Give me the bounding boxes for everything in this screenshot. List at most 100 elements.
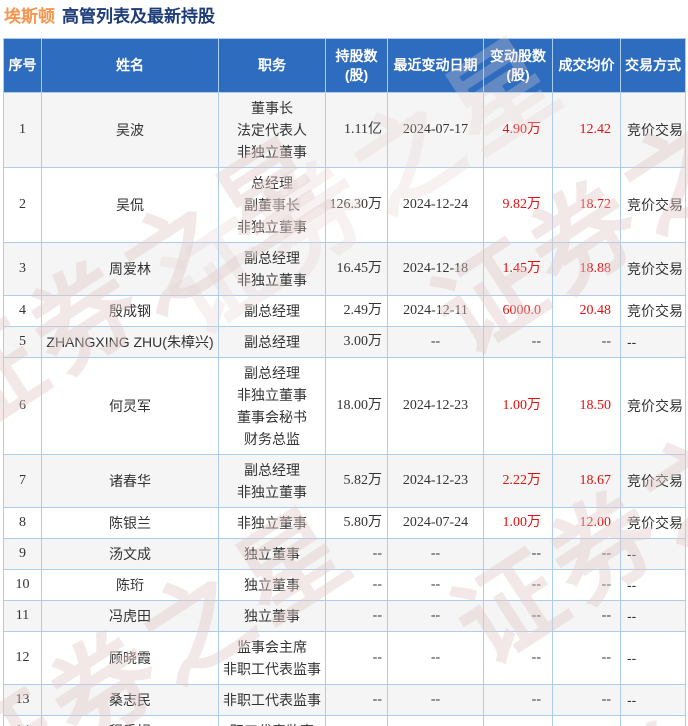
cell-roles: 职工代表监事 (218, 715, 326, 726)
cell-no: 12 (3, 631, 42, 685)
cell-price: 18.72 (552, 167, 621, 243)
column-header-2: 职务 (218, 38, 326, 93)
cell-price: -- (552, 715, 621, 726)
cell-method: -- (620, 715, 686, 726)
cell-change: -- (483, 569, 553, 601)
cell-shares: 2.49万 (325, 295, 388, 327)
cell-date: -- (387, 715, 484, 726)
cell-shares: 3.00万 (325, 326, 388, 358)
column-header-4: 最近变动日期 (387, 38, 484, 93)
cell-name: 汤文成 (41, 538, 219, 570)
cell-method: 竞价交易 (620, 454, 686, 508)
cell-no: 4 (3, 295, 42, 327)
cell-change: 4.90万 (483, 92, 553, 168)
table-row: 13 桑志民 非职工代表监事 -- -- -- -- -- (3, 684, 686, 716)
cell-no: 1 (3, 92, 42, 168)
cell-change: 2.22万 (483, 454, 553, 508)
cell-change: -- (483, 715, 553, 726)
cell-price: -- (552, 684, 621, 716)
cell-no: 2 (3, 167, 42, 243)
cell-roles: 副总经理 非独立董事 (218, 454, 326, 508)
cell-price: -- (552, 326, 621, 358)
cell-date: 2024-12-18 (387, 242, 484, 296)
cell-no: 9 (3, 538, 42, 570)
table-title: 高管列表及最新持股 (62, 7, 215, 26)
table-row: 10 陈珩 独立董事 -- -- -- -- -- (3, 569, 686, 601)
cell-price: 12.42 (552, 92, 621, 168)
column-header-1: 姓名 (41, 38, 219, 93)
table-row: 6 何灵军 副总经理 非独立董事 董事会秘书 财务总监 18.00万 2024-12-2… (3, 357, 686, 455)
cell-date: -- (387, 631, 484, 685)
cell-price: -- (552, 600, 621, 632)
cell-change: -- (483, 600, 553, 632)
cell-name: 周爱林 (41, 242, 219, 296)
cell-method: -- (620, 600, 686, 632)
table-row: 12 顾晓霞 监事会主席 非职工代表监事 -- -- -- -- -- (3, 631, 686, 685)
cell-shares: -- (325, 569, 388, 601)
page-title: 埃斯顿 高管列表及最新持股 (4, 6, 688, 28)
table-header-row: 序号 姓名 职务 持股数 (股) 最近变动日期 变动股数 (股) 成交均价 交易方式 (3, 38, 686, 93)
cell-shares: -- (325, 715, 388, 726)
column-header-7: 交易方式 (620, 38, 686, 93)
cell-roles: 非职工代表监事 (218, 684, 326, 716)
cell-name: 陈银兰 (41, 507, 219, 539)
cell-date: 2024-12-23 (387, 357, 484, 455)
cell-name: 诸春华 (41, 454, 219, 508)
cell-shares: -- (325, 631, 388, 685)
cell-shares: 18.00万 (325, 357, 388, 455)
cell-no: 11 (3, 600, 42, 632)
cell-no: 14 (3, 715, 42, 726)
cell-roles: 副总经理 (218, 326, 326, 358)
table-row: 7 诸春华 副总经理 非独立董事 5.82万 2024-12-23 2.22万 18.67 竞… (3, 454, 686, 508)
cell-name: 何灵军 (41, 357, 219, 455)
cell-change: -- (483, 631, 553, 685)
cell-name: 吴波 (41, 92, 219, 168)
cell-roles: 总经理 副董事长 非独立董事 (218, 167, 326, 243)
cell-change: 1.00万 (483, 507, 553, 539)
cell-name: 程秀娟 (41, 715, 219, 726)
cell-shares: 5.80万 (325, 507, 388, 539)
executive-holdings-table: 序号 姓名 职务 持股数 (股) 最近变动日期 变动股数 (股) 成交均价 交易方式 1 吴波董… (3, 38, 686, 726)
cell-method: -- (620, 684, 686, 716)
cell-method: 竞价交易 (620, 295, 686, 327)
cell-method: -- (620, 538, 686, 570)
cell-method: 竞价交易 (620, 507, 686, 539)
cell-price: 18.67 (552, 454, 621, 508)
cell-price: -- (552, 538, 621, 570)
column-header-5: 变动股数 (股) (483, 38, 553, 93)
table-row: 1 吴波 董事长 法定代表人 非独立董事 1.11亿 2024-07-17 4.90万 12… (3, 92, 686, 168)
cell-date: -- (387, 538, 484, 570)
cell-date: 2024-07-17 (387, 92, 484, 168)
cell-roles: 监事会主席 非职工代表监事 (218, 631, 326, 685)
column-header-3: 持股数 (股) (325, 38, 388, 93)
cell-method: 竞价交易 (620, 357, 686, 455)
cell-change: 1.45万 (483, 242, 553, 296)
cell-method: -- (620, 326, 686, 358)
cell-roles: 董事长 法定代表人 非独立董事 (218, 92, 326, 168)
cell-date: -- (387, 569, 484, 601)
table-row: 8 陈银兰 非独立董事 5.80万 2024-07-24 1.00万 12.00 竞价交易 (3, 507, 686, 539)
cell-shares: 16.45万 (325, 242, 388, 296)
cell-change: -- (483, 684, 553, 716)
cell-name: 吴侃 (41, 167, 219, 243)
cell-roles: 独立董事 (218, 538, 326, 570)
cell-price: -- (552, 569, 621, 601)
cell-roles: 独立董事 (218, 600, 326, 632)
cell-date: -- (387, 600, 484, 632)
cell-method: -- (620, 631, 686, 685)
cell-price: 18.88 (552, 242, 621, 296)
cell-price: 18.50 (552, 357, 621, 455)
cell-change: 6000.0 (483, 295, 553, 327)
stock-name: 埃斯顿 (4, 7, 55, 26)
cell-no: 8 (3, 507, 42, 539)
cell-method: 竞价交易 (620, 92, 686, 168)
cell-name: 顾晓霞 (41, 631, 219, 685)
table-row: 14程秀娟职工代表监事---------- (3, 715, 686, 726)
cell-price: -- (552, 631, 621, 685)
cell-date: 2024-07-24 (387, 507, 484, 539)
cell-roles: 非独立董事 (218, 507, 326, 539)
table-row: 5 ZHANGXING ZHU(朱樟兴) 副总经理 3.00万 -- -- -- -- (3, 326, 686, 358)
cell-no: 7 (3, 454, 42, 508)
cell-date: 2024-12-11 (387, 295, 484, 327)
cell-name: 殷成钢 (41, 295, 219, 327)
